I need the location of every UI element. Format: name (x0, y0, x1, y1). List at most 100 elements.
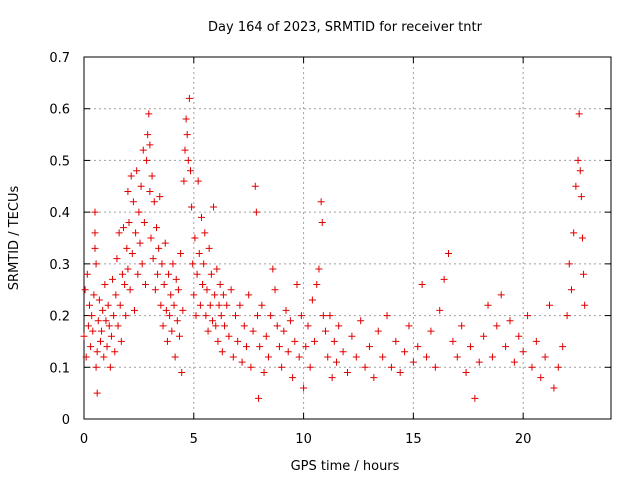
data-point (149, 255, 157, 263)
data-point (148, 172, 156, 180)
data-point (409, 358, 417, 366)
data-point (113, 255, 121, 263)
data-point (282, 306, 290, 314)
data-point (146, 141, 154, 149)
data-point (103, 343, 111, 351)
data-point (497, 291, 505, 299)
data-point (156, 193, 164, 201)
tick-labels: 0 0.1 0.2 0.3 0.4 0.5 0.6 0.7 0 5 10 15 20 (49, 51, 531, 447)
data-point (333, 358, 341, 366)
data-point (160, 281, 168, 289)
data-point (550, 384, 558, 392)
data-point (168, 327, 176, 335)
data-point (502, 343, 510, 351)
data-point (204, 327, 212, 335)
data-point (106, 363, 114, 371)
data-point (174, 286, 182, 294)
data-point (93, 389, 101, 397)
data-point (567, 286, 575, 294)
data-point (240, 322, 248, 330)
data-point (181, 146, 189, 154)
data-point (232, 312, 240, 320)
data-point (184, 156, 192, 164)
data-point (158, 260, 166, 268)
data-point (191, 234, 199, 242)
data-point (245, 291, 253, 299)
data-point (541, 353, 549, 361)
data-point (89, 327, 97, 335)
data-point (458, 322, 466, 330)
data-point (418, 281, 426, 289)
data-point (166, 312, 174, 320)
data-point (135, 208, 143, 216)
data-point (115, 229, 123, 237)
data-point (169, 260, 177, 268)
data-point (510, 358, 518, 366)
data-point (136, 239, 144, 247)
data-point (96, 337, 104, 345)
data-point (212, 322, 220, 330)
data-point (405, 322, 413, 330)
y-axis-label: SRMTID / TECUs (7, 186, 22, 291)
data-point (300, 384, 308, 392)
data-point (123, 244, 131, 252)
data-point (311, 337, 319, 345)
y-tick-label: 0.5 (49, 154, 70, 169)
data-point (167, 291, 175, 299)
data-point (304, 322, 312, 330)
data-point (133, 167, 141, 175)
data-point (234, 337, 242, 345)
data-point (114, 322, 122, 330)
data-point (125, 218, 133, 226)
data-point (145, 110, 153, 118)
data-point (197, 213, 205, 221)
data-point (163, 337, 171, 345)
data-point (322, 327, 330, 335)
data-point (318, 218, 326, 226)
data-point (306, 363, 314, 371)
data-point (289, 374, 297, 382)
data-point (173, 317, 181, 325)
data-point (159, 322, 167, 330)
data-point (107, 332, 115, 340)
data-point (82, 353, 90, 361)
data-point (118, 270, 126, 278)
data-point (117, 337, 125, 345)
plot-frame (83, 56, 612, 420)
data-point (81, 286, 89, 294)
data-point (95, 296, 103, 304)
data-point (207, 270, 215, 278)
data-point (102, 317, 110, 325)
data-point (124, 265, 132, 273)
y-tick-label: 0.3 (49, 258, 70, 273)
y-tick-label: 0 (62, 413, 70, 428)
data-point (206, 301, 214, 309)
data-point (475, 358, 483, 366)
data-point (528, 363, 536, 371)
data-point (570, 229, 578, 237)
data-point (256, 343, 264, 351)
data-point (202, 312, 210, 320)
data-point (223, 301, 231, 309)
data-point (194, 177, 202, 185)
data-point (192, 312, 200, 320)
chart-title: Day 164 of 2023, SRMTID for receiver tnt… (208, 20, 483, 35)
data-point (189, 260, 197, 268)
data-point (278, 363, 286, 371)
data-point (87, 343, 95, 351)
data-point (326, 312, 334, 320)
data-point (348, 332, 356, 340)
data-point (165, 270, 173, 278)
data-point (392, 337, 400, 345)
data-point (98, 327, 106, 335)
axis-ticks (83, 56, 611, 420)
data-point (219, 291, 227, 299)
data-point (205, 244, 213, 252)
data-point (267, 312, 275, 320)
data-point (236, 301, 244, 309)
data-point (83, 270, 91, 278)
data-point (471, 394, 479, 402)
data-point (255, 394, 263, 402)
data-point (275, 343, 283, 351)
data-point (449, 337, 457, 345)
